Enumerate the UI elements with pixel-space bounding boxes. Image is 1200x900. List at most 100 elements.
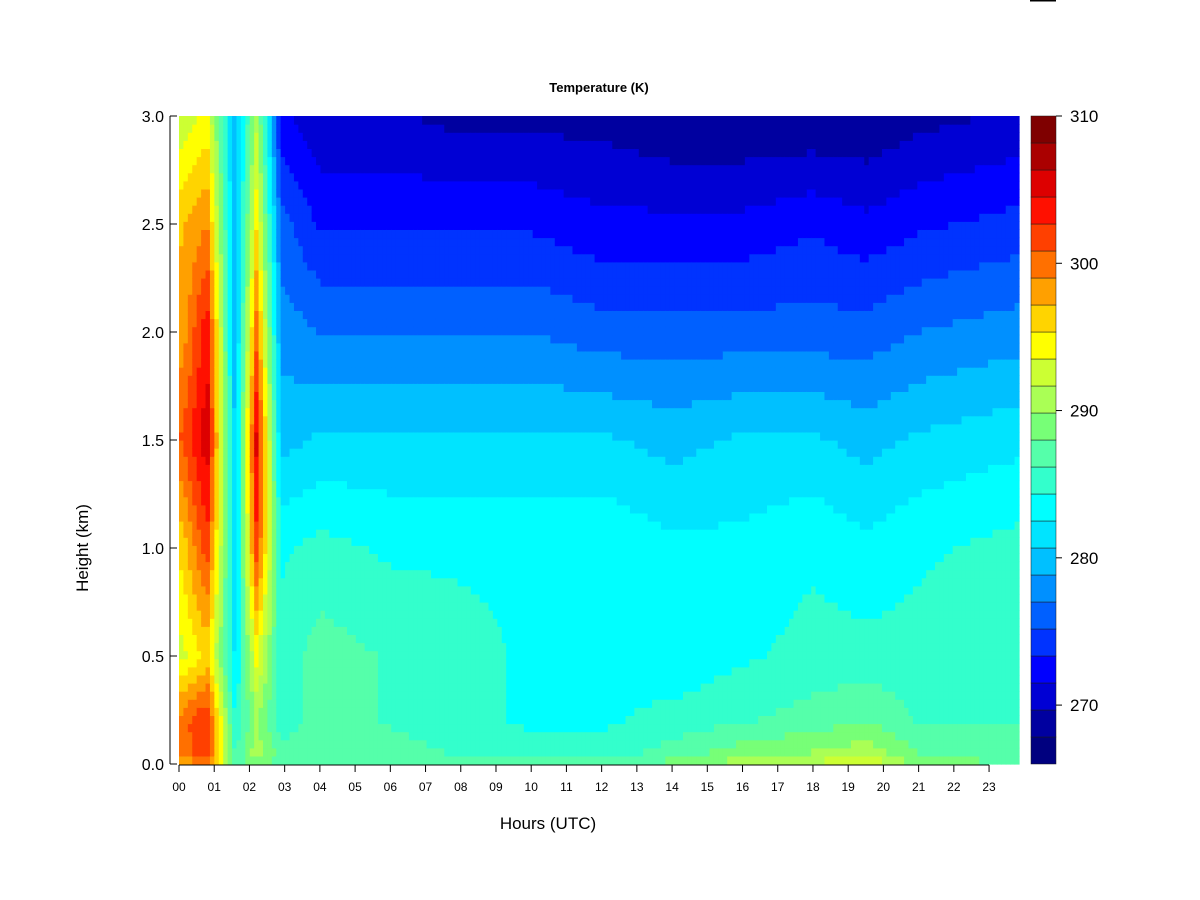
heatmap-cell (329, 342, 335, 352)
heatmap-cell (351, 747, 357, 757)
heatmap-cell (267, 383, 273, 392)
heatmap-cell (333, 529, 339, 538)
heatmap-cell (289, 634, 295, 644)
heatmap-cell (187, 367, 193, 376)
heatmap-cell (236, 561, 242, 571)
heatmap-cell (258, 642, 264, 652)
heatmap-cell (360, 715, 366, 725)
heatmap-cell (196, 245, 202, 255)
heatmap-cell (391, 197, 397, 206)
heatmap-cell (400, 148, 406, 158)
heatmap-cell (196, 529, 202, 538)
heatmap-cell (324, 561, 330, 571)
heatmap-cell (271, 180, 277, 190)
heatmap-cell (347, 512, 353, 522)
heatmap-cell (240, 140, 246, 149)
heatmap-cell (316, 286, 322, 295)
heatmap-cell (179, 666, 185, 676)
heatmap-cell (373, 658, 379, 668)
heatmap-cell (316, 683, 322, 692)
heatmap-cell (232, 723, 238, 733)
heatmap-cell (258, 593, 264, 603)
heatmap-cell (360, 480, 366, 490)
heatmap-cell (404, 440, 410, 449)
heatmap-cell (276, 707, 282, 716)
heatmap-cell (360, 650, 366, 660)
heatmap-cell (240, 431, 246, 441)
heatmap-cell (426, 197, 432, 206)
heatmap-cell (338, 156, 344, 166)
heatmap-cell (302, 205, 308, 214)
heatmap-cell (373, 715, 379, 725)
heatmap-cell (408, 278, 414, 287)
heatmap-cell (422, 642, 428, 652)
heatmap-cell (417, 399, 423, 409)
heatmap-cell (183, 350, 189, 360)
heatmap-cell (298, 140, 304, 149)
heatmap-cell (453, 755, 459, 765)
heatmap-cell (338, 359, 344, 368)
heatmap-cell (311, 593, 317, 603)
heatmap-cell (316, 480, 322, 490)
heatmap-cell (351, 464, 357, 473)
heatmap-cell (404, 391, 410, 401)
heatmap-cell (218, 342, 224, 352)
heatmap-cell (324, 269, 330, 279)
heatmap-cell (298, 618, 304, 627)
heatmap-cell (205, 213, 211, 222)
heatmap-cell (391, 739, 397, 749)
heatmap-cell (324, 261, 330, 271)
heatmap-cell (227, 415, 233, 425)
heatmap-cell (271, 350, 277, 360)
heatmap-cell (391, 318, 397, 328)
heatmap-cell (382, 723, 388, 733)
heatmap-cell (360, 326, 366, 336)
heatmap-cell (302, 504, 308, 514)
heatmap-cell (205, 383, 211, 392)
heatmap-cell (426, 529, 432, 538)
heatmap-cell (316, 229, 322, 239)
heatmap-cell (355, 156, 361, 166)
heatmap-cell (338, 626, 344, 635)
heatmap-cell (316, 221, 322, 230)
heatmap-cell (311, 302, 317, 311)
heatmap-cell (254, 375, 260, 384)
heatmap-cell (209, 294, 215, 303)
heatmap-cell (360, 391, 366, 401)
heatmap-cell (439, 569, 445, 579)
heatmap-cell (360, 197, 366, 206)
heatmap-cell (254, 391, 260, 401)
heatmap-cell (377, 197, 383, 206)
heatmap-cell (214, 367, 220, 376)
heatmap-cell (413, 691, 419, 700)
heatmap-cell (435, 440, 441, 449)
heatmap-cell (342, 180, 348, 190)
heatmap-cell (373, 188, 379, 198)
heatmap-cell (209, 367, 215, 376)
heatmap-cell (263, 521, 269, 530)
heatmap-cell (285, 391, 291, 401)
heatmap-cell (316, 302, 322, 311)
heatmap-cell (271, 512, 277, 522)
heatmap-cell (311, 585, 317, 595)
heatmap-cell (236, 391, 242, 401)
heatmap-cell (245, 342, 251, 352)
heatmap-cell (232, 132, 238, 141)
heatmap-cell (320, 326, 326, 336)
heatmap-cell (373, 691, 379, 700)
heatmap-cell (347, 350, 353, 360)
heatmap-cell (382, 715, 388, 725)
heatmap-cell (364, 699, 370, 708)
heatmap-cell (236, 634, 242, 644)
heatmap-cell (232, 423, 238, 433)
heatmap-cell (316, 399, 322, 409)
heatmap-cell (320, 318, 326, 328)
heatmap-cell (373, 197, 379, 206)
heatmap-cell (183, 342, 189, 352)
heatmap-cell (236, 626, 242, 635)
heatmap-cell (422, 286, 428, 295)
heatmap-cell (307, 164, 313, 174)
heatmap-cell (448, 715, 454, 725)
heatmap-cell (333, 407, 339, 417)
heatmap-cell (351, 164, 357, 174)
